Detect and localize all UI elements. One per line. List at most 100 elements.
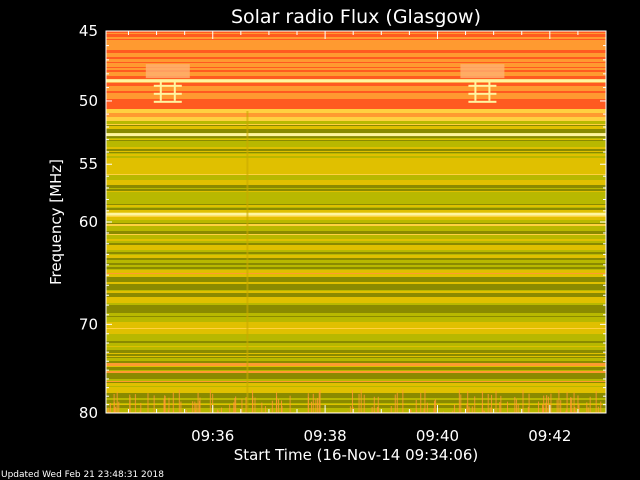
- frequency-band: [106, 205, 606, 207]
- interference-mark: [415, 399, 417, 413]
- frequency-band: [106, 172, 606, 174]
- interference-mark: [515, 399, 517, 413]
- interference-mark: [113, 408, 115, 413]
- interference-mark: [134, 394, 136, 413]
- frequency-band: [106, 86, 606, 89]
- interference-mark: [556, 399, 558, 413]
- interference-mark: [466, 403, 468, 413]
- x-tick-label: 09:38: [303, 427, 346, 445]
- frequency-band: [106, 125, 606, 126]
- interference-mark: [426, 402, 428, 413]
- frequency-band: [106, 44, 606, 47]
- frequency-band: [106, 373, 606, 376]
- updated-timestamp: Updated Wed Feb 21 23:48:31 2018: [1, 470, 164, 480]
- interference-mark: [281, 408, 283, 413]
- interference-mark: [116, 391, 118, 413]
- frequency-band: [106, 343, 606, 346]
- frequency-band: [106, 207, 606, 208]
- frequency-band: [106, 118, 606, 120]
- frequency-band: [106, 395, 606, 398]
- interference-mark: [396, 392, 398, 413]
- interference-mark: [587, 407, 589, 413]
- interference-mark: [550, 393, 552, 413]
- frequency-band: [106, 124, 606, 125]
- frequency-band: [106, 210, 606, 213]
- frequency-band: [106, 144, 606, 147]
- frequency-band: [106, 298, 606, 300]
- frequency-band: [106, 262, 606, 263]
- frequency-band: [106, 147, 606, 149]
- frequency-band: [106, 192, 606, 195]
- frequency-band: [106, 254, 606, 255]
- interference-mark: [573, 392, 575, 413]
- frequency-band: [106, 356, 606, 357]
- frequency-band: [106, 65, 606, 67]
- interference-mark: [578, 404, 580, 413]
- frequency-band: [106, 202, 606, 204]
- frequency-band: [106, 255, 606, 258]
- interference-mark: [178, 389, 180, 413]
- frequency-band: [106, 223, 606, 224]
- frequency-band: [106, 93, 606, 95]
- frequency-band: [106, 334, 606, 337]
- frequency-band: [106, 274, 606, 277]
- interference-mark: [373, 396, 375, 413]
- frequency-band: [106, 47, 606, 49]
- interference-mark: [280, 400, 282, 413]
- interference-mark: [514, 396, 516, 413]
- interference-mark: [517, 403, 519, 413]
- frequency-band: [106, 42, 606, 44]
- frequency-band: [106, 346, 606, 347]
- interference-mark: [454, 404, 456, 413]
- interference-mark: [186, 409, 188, 413]
- frequency-band: [106, 113, 606, 116]
- frequency-band: [106, 379, 606, 381]
- frequency-band: [106, 151, 606, 152]
- pulse-mark: [474, 80, 477, 101]
- interference-mark: [467, 391, 469, 413]
- x-tick-label: 09:40: [416, 427, 459, 445]
- interference-mark: [423, 408, 425, 413]
- interference-mark: [570, 408, 572, 413]
- pulse-mark: [488, 80, 491, 101]
- interference-mark: [377, 407, 379, 413]
- frequency-band: [106, 366, 606, 367]
- pulse-mark: [153, 100, 182, 103]
- interference-mark: [220, 407, 222, 413]
- interference-mark: [487, 393, 489, 413]
- frequency-band: [106, 393, 606, 395]
- y-tick-label: 60: [79, 213, 98, 231]
- frequency-band: [106, 191, 606, 192]
- frequency-band: [106, 63, 606, 65]
- frequency-band: [106, 109, 606, 111]
- frequency-band: [106, 174, 606, 175]
- interference-mark: [139, 410, 141, 413]
- y-tick-label: 80: [79, 404, 98, 422]
- interference-mark: [318, 391, 320, 413]
- frequency-band: [106, 188, 606, 189]
- frequency-band: [106, 156, 606, 158]
- y-tick-label: 50: [79, 92, 98, 110]
- interference-mark: [164, 395, 166, 413]
- interference-mark: [217, 410, 219, 413]
- frequency-band: [106, 361, 606, 363]
- interference-mark: [147, 393, 149, 413]
- frequency-band: [106, 226, 606, 228]
- frequency-band: [106, 116, 606, 117]
- frequency-band: [106, 164, 606, 167]
- pulse-mark: [159, 80, 162, 101]
- frequency-band: [106, 358, 606, 360]
- frequency-band: [106, 129, 606, 132]
- interference-mark: [546, 395, 548, 413]
- interference-mark: [547, 396, 549, 413]
- frequency-band: [106, 89, 606, 91]
- frequency-band: [106, 220, 606, 223]
- bright-band: [106, 212, 606, 216]
- frequency-band: [106, 367, 606, 370]
- y-tick-label: 70: [79, 315, 98, 333]
- frequency-band: [106, 386, 606, 387]
- interference-mark: [276, 396, 278, 413]
- pulse-mark: [145, 64, 190, 79]
- interference-mark: [360, 389, 362, 413]
- interference-mark: [153, 395, 155, 413]
